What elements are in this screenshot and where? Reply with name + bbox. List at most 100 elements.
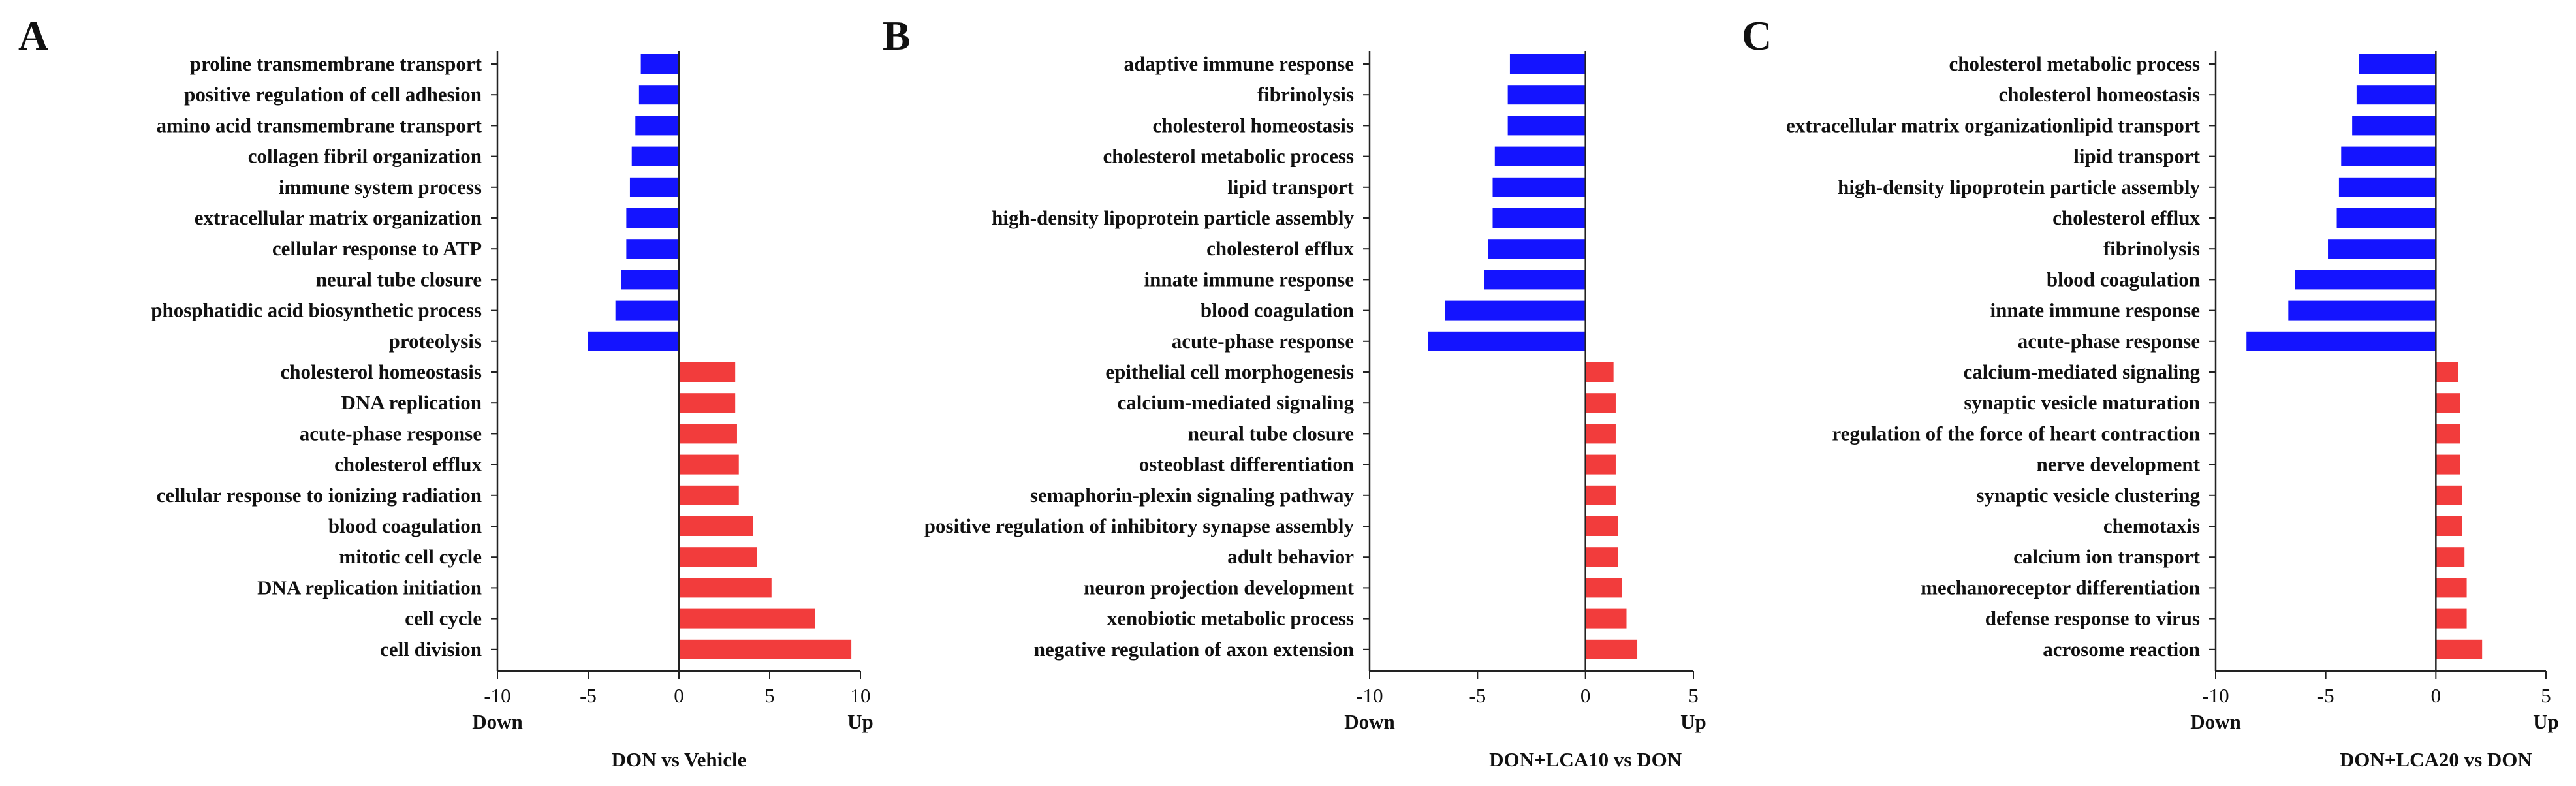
category-label: blood coagulation <box>328 514 482 537</box>
category-label: epithelial cell morphogenesis <box>1105 360 1354 383</box>
category-label: acrosome reaction <box>2043 638 2200 661</box>
category-label: acute-phase response <box>1172 330 1354 353</box>
down-label: Down <box>1344 710 1395 733</box>
category-label: synaptic vesicle clustering <box>1976 484 2200 507</box>
bar-17 <box>1585 547 1618 567</box>
bar-10 <box>588 331 679 351</box>
bar-3 <box>2352 116 2436 136</box>
bar-15 <box>2436 485 2462 505</box>
bar-15 <box>679 485 739 505</box>
bar-18 <box>1585 578 1622 598</box>
bar-7 <box>1488 239 1586 259</box>
bar-4 <box>1494 146 1586 166</box>
x-axis-label: DON+LCA10 vs DON <box>1489 748 1682 771</box>
down-label: Down <box>2190 710 2241 733</box>
x-tick-label: 5 <box>2541 684 2551 707</box>
up-label: Up <box>847 710 873 733</box>
bar-16 <box>679 516 753 536</box>
bar-17 <box>679 547 757 567</box>
category-label: cholesterol efflux <box>1206 237 1354 260</box>
up-label: Up <box>2533 710 2559 733</box>
x-tick-label: 0 <box>2431 684 2442 707</box>
bar-14 <box>679 454 739 475</box>
category-label: cholesterol metabolic process <box>1949 52 2200 75</box>
panel-letter: C <box>1742 12 1772 59</box>
bar-20 <box>1585 639 1638 659</box>
category-label: regulation of the force of heart contrac… <box>1832 422 2200 445</box>
bar-6 <box>2336 208 2436 228</box>
bar-16 <box>2436 516 2462 536</box>
bar-10 <box>2246 331 2436 351</box>
bar-13 <box>1585 424 1616 444</box>
category-label: collagen fibril organization <box>248 145 482 168</box>
bar-2 <box>638 85 679 105</box>
category-label: extracellular matrix organizationlipid t… <box>1786 114 2201 136</box>
bar-8 <box>621 270 679 290</box>
category-label: calcium-mediated signaling <box>1117 391 1354 414</box>
bar-5 <box>2338 177 2436 197</box>
bar-1 <box>2359 54 2436 74</box>
bar-18 <box>2436 578 2467 598</box>
bar-19 <box>2436 608 2467 629</box>
category-label: calcium-mediated signaling <box>1963 360 2200 383</box>
category-label: defense response to virus <box>1985 607 2200 630</box>
category-label: fibrinolysis <box>1257 83 1354 106</box>
bar-13 <box>2436 424 2460 444</box>
category-label: adult behavior <box>1227 545 1354 568</box>
bar-11 <box>2436 362 2458 382</box>
bar-13 <box>679 424 737 444</box>
bar-19 <box>1585 608 1627 629</box>
panel-a: A proline transmembrane transport positiv… <box>18 12 873 771</box>
category-label: DNA replication <box>341 391 482 414</box>
category-label: cholesterol homeostasis <box>1998 83 2200 106</box>
x-tick-label: -10 <box>2202 684 2229 707</box>
category-label: cholesterol homeostasis <box>1152 114 1354 136</box>
category-label: lipid transport <box>2073 145 2200 168</box>
bar-14 <box>1585 454 1616 475</box>
bar-1 <box>1509 54 1586 74</box>
bar-4 <box>631 146 679 166</box>
category-label: cellular response to ATP <box>272 237 482 260</box>
category-label: blood coagulation <box>2047 268 2200 291</box>
x-tick-label: 5 <box>764 684 775 707</box>
category-label: cholesterol homeostasis <box>280 360 482 383</box>
bar-12 <box>1585 393 1616 413</box>
bar-8 <box>2295 270 2436 290</box>
x-axis-label: DON+LCA20 vs DON <box>2340 748 2532 771</box>
bar-7 <box>626 239 679 259</box>
category-label: semaphorin-plexin signaling pathway <box>1030 484 1355 507</box>
bar-2 <box>2356 85 2436 105</box>
category-label: cholesterol metabolic process <box>1103 145 1354 168</box>
category-label: neuron projection development <box>1084 576 1355 599</box>
category-label: high-density lipoprotein particle assemb… <box>1838 176 2200 198</box>
category-label: phosphatidic acid biosynthetic process <box>151 299 482 322</box>
bar-9 <box>1445 300 1586 321</box>
panel-letter: A <box>18 12 48 59</box>
x-tick-label: 0 <box>1580 684 1591 707</box>
x-tick-label: -5 <box>1469 684 1486 707</box>
category-label: innate immune response <box>1144 268 1354 291</box>
category-label: proteolysis <box>389 330 482 353</box>
category-label: nerve development <box>2036 453 2200 476</box>
category-label: blood coagulation <box>1201 299 1354 322</box>
x-tick-label: -10 <box>484 684 510 707</box>
x-tick-label: 5 <box>1688 684 1699 707</box>
category-label: cholesterol efflux <box>2052 206 2200 229</box>
bar-20 <box>679 639 852 659</box>
bar-14 <box>2436 454 2460 475</box>
bar-8 <box>1484 270 1586 290</box>
category-label: amino acid transmembrane transport <box>156 114 482 136</box>
bar-15 <box>1585 485 1616 505</box>
category-label: neural tube closure <box>316 268 482 291</box>
category-label: immune system process <box>279 176 482 198</box>
bar-7 <box>2328 239 2436 259</box>
x-tick-label: 0 <box>674 684 684 707</box>
category-label: DNA replication initiation <box>257 576 482 599</box>
category-label: cell cycle <box>405 607 482 630</box>
category-label: high-density lipoprotein particle assemb… <box>992 206 1354 229</box>
bar-11 <box>679 362 736 382</box>
bar-19 <box>679 608 815 629</box>
bar-17 <box>2436 547 2465 567</box>
category-label: neural tube closure <box>1188 422 1354 445</box>
